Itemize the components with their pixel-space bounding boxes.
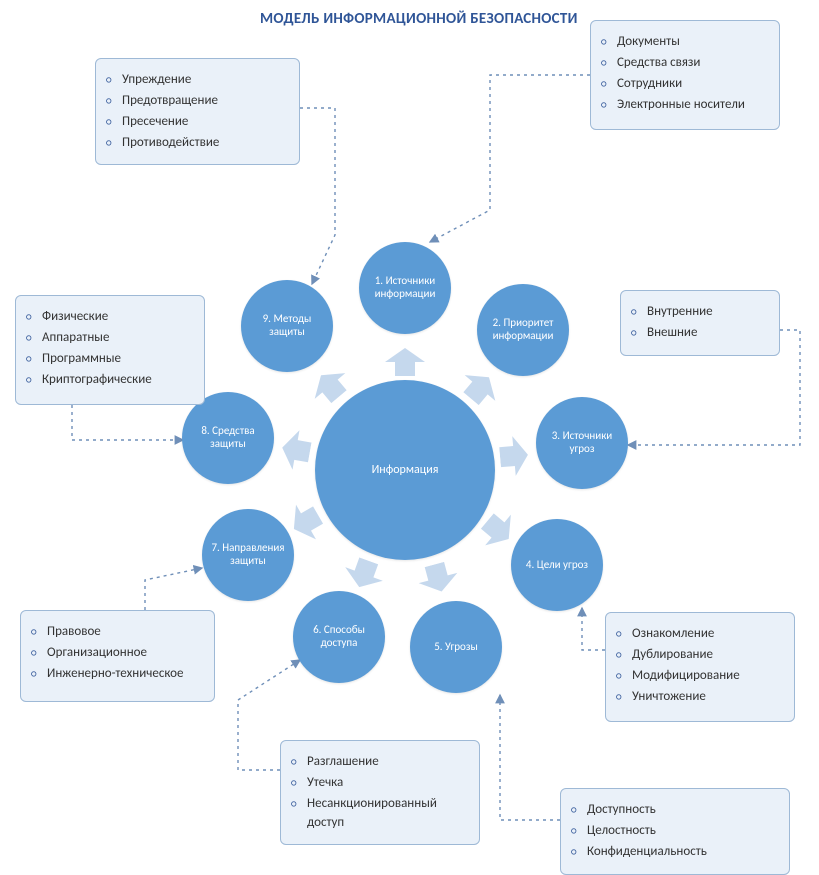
radial-arrow bbox=[498, 435, 529, 477]
callout-item: Электронные носители bbox=[617, 96, 767, 115]
node-5: 5. Угрозы bbox=[410, 601, 502, 693]
callout-list: Ознакомление Дублирование Модифицирование У… bbox=[614, 625, 782, 706]
callout-item: Сотрудники bbox=[617, 75, 767, 94]
callout-list: Разглашение Утечка Несанкционированный дос… bbox=[289, 753, 467, 832]
callout-4: Ознакомление Дублирование Модифицирование У… bbox=[605, 612, 795, 722]
callout-7: Правовое Организационное Инженерно-техниче… bbox=[20, 610, 215, 702]
callout-item: Аппаратные bbox=[42, 329, 192, 348]
node-8: 8. Средства защиты bbox=[182, 392, 274, 484]
connector-line bbox=[72, 405, 183, 440]
node-label: 3. Источники угроз bbox=[542, 430, 622, 455]
node-label: 6. Способы доступа bbox=[299, 624, 379, 649]
node-label: 1. Источники информации bbox=[365, 275, 445, 300]
node-6: 6. Способы доступа bbox=[293, 591, 385, 683]
callout-9: Упреждение Предотвращение Пресечение Против… bbox=[95, 58, 300, 165]
callout-item: Организационное bbox=[47, 644, 202, 663]
callout-item: Утечка bbox=[307, 774, 467, 793]
node-label: 8. Средства защиты bbox=[188, 425, 268, 450]
node-label: 7. Направления защиты bbox=[208, 542, 288, 567]
callout-item: Дублирование bbox=[632, 646, 782, 665]
callout-list: Доступность Целостность Конфиденциальность bbox=[569, 801, 777, 862]
node-7: 7. Направления защиты bbox=[202, 509, 294, 601]
node-1: 1. Источники информации bbox=[359, 242, 451, 334]
callout-list: Внутренние Внешние bbox=[629, 303, 767, 343]
callout-item: Целостность bbox=[587, 822, 777, 841]
callout-list: Упреждение Предотвращение Пресечение Против… bbox=[104, 71, 287, 152]
callout-item: Доступность bbox=[587, 801, 777, 820]
callout-item: Средства связи bbox=[617, 54, 767, 73]
callout-item: Инженерно-техническое bbox=[47, 665, 202, 684]
callout-item: Разглашение bbox=[307, 753, 467, 772]
callout-item: Внутренние bbox=[647, 303, 767, 322]
callout-item: Документы bbox=[617, 33, 767, 52]
node-9: 9. Методы защиты bbox=[241, 280, 333, 372]
node-3: 3. Источники угроз bbox=[536, 397, 628, 489]
center-label: Информация bbox=[372, 463, 439, 477]
node-label: 2. Приоритет информации bbox=[483, 317, 563, 342]
callout-list: Физические Аппаратные Программные Криптогра… bbox=[24, 308, 192, 389]
node-2: 2. Приоритет информации bbox=[477, 284, 569, 376]
callout-2: Внутренние Внешние bbox=[620, 290, 780, 356]
callout-item: Противодействие bbox=[122, 134, 287, 153]
callout-item: Несанкционированный доступ bbox=[307, 795, 467, 833]
callout-item: Правовое bbox=[47, 623, 202, 642]
connector-line bbox=[582, 608, 605, 650]
radial-arrow bbox=[279, 428, 314, 472]
callout-item: Модифицирование bbox=[632, 667, 782, 686]
callout-6: Разглашение Утечка Несанкционированный дос… bbox=[280, 740, 480, 845]
radial-arrow bbox=[385, 348, 425, 376]
callout-list: Правовое Организационное Инженерно-техниче… bbox=[29, 623, 202, 684]
callout-5: Доступность Целостность Конфиденциальность bbox=[560, 788, 790, 875]
connector-line bbox=[500, 695, 560, 820]
callout-1: Документы Средства связи Сотрудники Электро… bbox=[590, 20, 780, 130]
node-label: 9. Методы защиты bbox=[247, 313, 327, 338]
node-label: 4. Цели угроз bbox=[526, 559, 588, 572]
callout-item: Предотвращение bbox=[122, 92, 287, 111]
callout-list: Документы Средства связи Сотрудники Электро… bbox=[599, 33, 767, 114]
callout-item: Упреждение bbox=[122, 71, 287, 90]
callout-8: Физические Аппаратные Программные Криптогра… bbox=[15, 295, 205, 405]
node-label: 5. Угрозы bbox=[434, 641, 478, 654]
callout-item: Конфиденциальность bbox=[587, 843, 777, 862]
radial-arrow bbox=[340, 554, 387, 594]
connector-line bbox=[145, 568, 202, 610]
callout-item: Криптографические bbox=[42, 371, 192, 390]
callout-item: Физические bbox=[42, 308, 192, 327]
callout-item: Внешние bbox=[647, 324, 767, 343]
radial-arrow bbox=[415, 559, 461, 596]
center-node: Информация bbox=[315, 380, 495, 560]
diagram-title: МОДЕЛЬ ИНФОРМАЦИОННОЙ БЕЗОПАСНОСТИ bbox=[260, 10, 578, 28]
callout-item: Пресечение bbox=[122, 113, 287, 132]
connector-line bbox=[300, 108, 335, 284]
callout-item: Программные bbox=[42, 350, 192, 369]
node-4: 4. Цели угроз bbox=[511, 519, 603, 611]
connector-line bbox=[430, 75, 590, 242]
callout-item: Уничтожение bbox=[632, 688, 782, 707]
callout-item: Ознакомление bbox=[632, 625, 782, 644]
